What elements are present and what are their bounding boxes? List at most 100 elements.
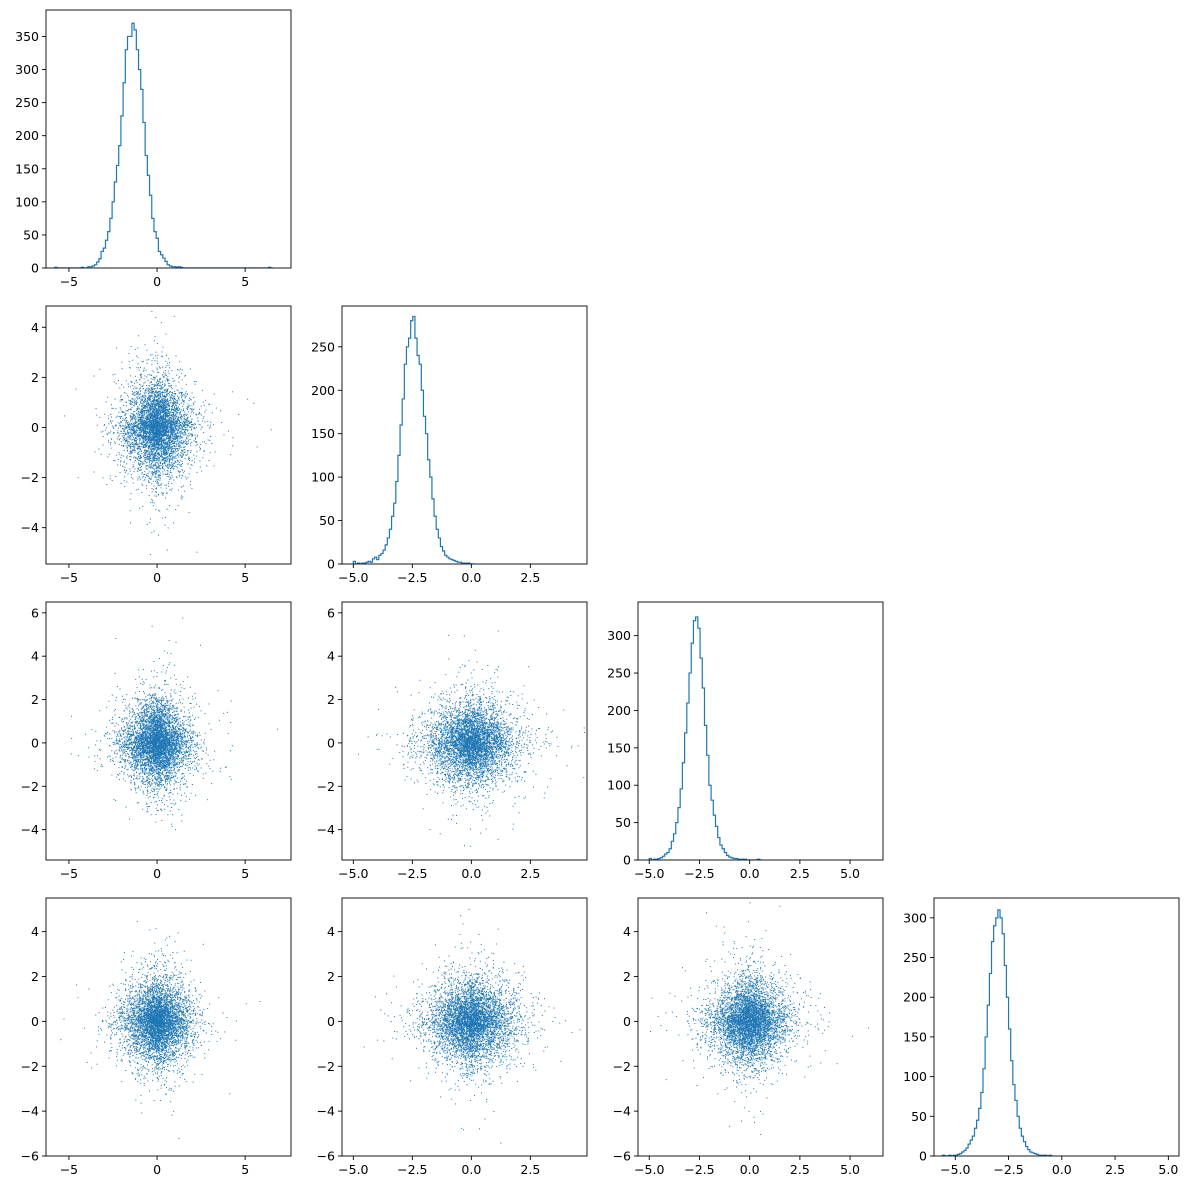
scatter-point: [122, 439, 124, 441]
scatter-point: [137, 427, 139, 429]
scatter-point: [156, 471, 158, 473]
scatter-point: [131, 429, 133, 431]
scatter-point: [153, 502, 155, 504]
scatter-point: [138, 435, 140, 437]
scatter-point: [126, 394, 128, 396]
scatter-point: [154, 431, 156, 433]
scatter-point: [137, 433, 139, 435]
scatter-point: [120, 384, 122, 386]
scatter-point: [154, 426, 156, 428]
scatter-point: [140, 443, 142, 445]
scatter-point: [145, 439, 147, 441]
scatter-point: [171, 435, 173, 437]
scatter-point: [168, 415, 170, 417]
scatter-point: [155, 509, 157, 511]
scatter-point: [150, 414, 152, 416]
scatter-point: [160, 395, 162, 397]
scatter-point: [118, 439, 120, 441]
scatter-point: [165, 413, 167, 415]
scatter-point: [166, 454, 168, 456]
scatter-point: [110, 442, 112, 444]
scatter-point: [164, 420, 166, 422]
scatter-point: [155, 401, 157, 403]
scatter-point: [172, 457, 174, 459]
scatter-point: [149, 399, 151, 401]
scatter-point: [171, 450, 173, 452]
scatter-point: [169, 459, 171, 461]
scatter-point: [148, 446, 150, 447]
scatter-point: [163, 460, 165, 462]
scatter-point: [143, 411, 145, 413]
scatter-point: [162, 431, 164, 433]
scatter-point: [150, 408, 152, 410]
scatter-point: [153, 399, 155, 401]
scatter-point: [155, 429, 157, 431]
scatter-point: [114, 460, 116, 462]
scatter-point: [163, 400, 165, 402]
scatter-point: [163, 394, 165, 396]
scatter-point: [151, 499, 153, 500]
scatter-point: [147, 390, 149, 392]
scatter-point: [156, 396, 158, 398]
scatter-point: [153, 444, 155, 446]
scatter-point: [159, 419, 161, 421]
scatter-point: [164, 431, 166, 433]
scatter-point: [160, 414, 162, 415]
scatter-point: [148, 388, 150, 390]
scatter-point: [122, 411, 124, 413]
scatter-point: [155, 404, 157, 406]
scatter-point: [169, 445, 171, 447]
scatter-point: [148, 471, 150, 473]
x-tick-label: −5: [60, 274, 78, 289]
scatter-point: [179, 474, 181, 476]
scatter-point: [145, 428, 147, 430]
scatter-point: [170, 442, 172, 444]
scatter-point: [149, 454, 151, 456]
axes-frame: [45, 9, 292, 269]
scatter-point: [128, 399, 130, 401]
scatter-point: [127, 473, 129, 475]
scatter-point: [152, 442, 154, 444]
scatter-point: [183, 485, 185, 487]
scatter-point: [137, 434, 139, 436]
scatter-point: [174, 437, 176, 439]
scatter-point: [157, 411, 159, 413]
scatter-point: [163, 454, 165, 456]
scatter-point: [159, 402, 161, 404]
scatter-point: [145, 434, 147, 436]
scatter-point: [161, 425, 163, 427]
scatter-point: [139, 434, 141, 436]
scatter-point: [173, 402, 175, 404]
scatter-point: [155, 491, 157, 493]
scatter-point: [133, 411, 135, 413]
scatter-point: [100, 431, 102, 433]
scatter-point: [153, 405, 155, 407]
scatter-point: [163, 451, 165, 453]
scatter-point: [157, 422, 159, 424]
scatter-point: [128, 445, 130, 447]
scatter-point: [168, 447, 170, 449]
scatter-point: [161, 407, 163, 409]
scatter-point: [148, 419, 150, 421]
scatter-point: [177, 459, 179, 461]
scatter-point: [113, 460, 115, 462]
scatter-point: [144, 457, 146, 459]
scatter-point: [156, 418, 158, 420]
scatter-point: [122, 433, 124, 435]
scatter-point: [150, 450, 152, 452]
scatter-point: [167, 392, 169, 394]
scatter-point: [161, 445, 163, 447]
scatter-point: [182, 440, 184, 442]
scatter-point: [139, 438, 141, 440]
scatter-point: [159, 463, 161, 465]
scatter-point: [151, 453, 153, 455]
scatter-point: [156, 472, 158, 474]
scatter-point: [162, 517, 164, 519]
scatter-point: [156, 462, 158, 464]
scatter-point: [164, 418, 166, 420]
scatter-point: [150, 407, 152, 409]
scatter-point: [133, 422, 135, 424]
scatter-point: [161, 394, 163, 396]
scatter-point: [133, 405, 135, 407]
scatter-point: [139, 435, 141, 437]
